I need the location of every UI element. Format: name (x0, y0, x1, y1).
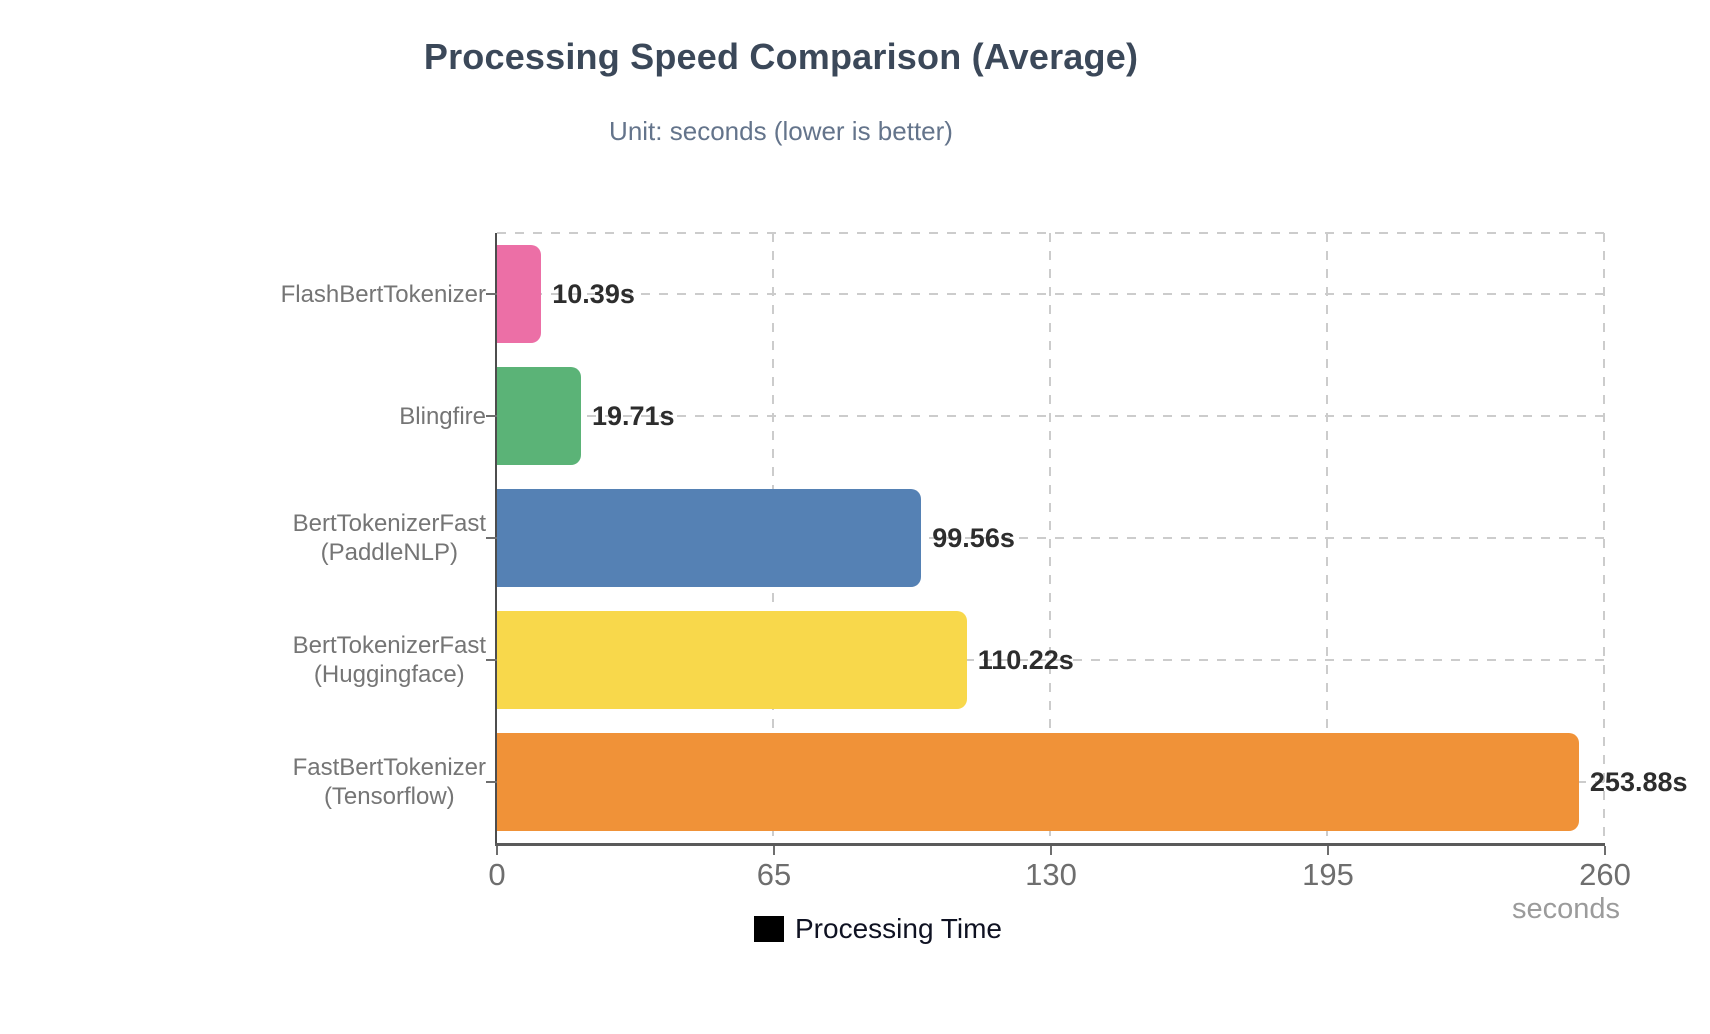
legend-label: Processing Time (795, 913, 1002, 944)
x-axis-tick-65 (773, 846, 775, 855)
bar-berttokenizerfast-paddlenlp (497, 489, 922, 587)
bar-fastberttokenizer-tensorflow (497, 733, 1579, 831)
y-gridline-berttokenizerfast-paddlenlp (497, 537, 1605, 539)
x-tick-label-130: 130 (1025, 857, 1077, 892)
value-label-blingfire: 19.71s (591, 400, 675, 431)
value-label-berttokenizerfast-paddlenlp: 99.56s (932, 522, 1015, 553)
y-axis-tick-berttokenizerfast-huggingface (486, 659, 497, 661)
legend: Processing Time (754, 913, 1002, 945)
chart-header: Processing Speed Comparison (Average) (0, 36, 1562, 78)
y-axis-tick-flashberttokenizer (486, 293, 497, 295)
bar-blingfire (497, 367, 581, 465)
y-axis-tick-berttokenizerfast-paddlenlp (486, 537, 497, 539)
x-axis-tick-195 (1327, 846, 1329, 855)
category-label-berttokenizerfast-huggingface: BertTokenizerFast (Huggingface) (292, 632, 486, 688)
x-tick-label-195: 195 (1302, 857, 1354, 892)
category-label-blingfire: Blingfire (399, 402, 486, 430)
y-axis-tick-fastberttokenizer-tensorflow (486, 781, 497, 783)
category-label-flashberttokenizer: FlashBertTokenizer (280, 280, 486, 308)
plot-top-gridline (497, 232, 1605, 234)
y-gridline-blingfire (497, 415, 1605, 417)
y-axis-tick-blingfire (486, 415, 497, 417)
value-label-fastberttokenizer-tensorflow: 253.88s (1589, 766, 1688, 797)
bar-berttokenizerfast-huggingface (497, 611, 967, 709)
value-label-berttokenizerfast-huggingface: 110.22s (977, 644, 1074, 675)
plot-area: 10.39s 19.71s 99.56s 110.22s 253.88s (486, 232, 1688, 855)
chart-subheader: Unit: seconds (lower is better) (0, 116, 1562, 147)
x-axis-tick-260 (1604, 846, 1606, 855)
x-axis-unit-label: seconds (1511, 893, 1620, 925)
x-tick-label-65: 65 (756, 857, 792, 892)
chart-subtitle: Unit: seconds (lower is better) (609, 116, 953, 146)
y-gridline-berttokenizerfast-huggingface (497, 659, 1605, 661)
category-label-berttokenizerfast-paddlenlp: BertTokenizerFast (PaddleNLP) (292, 510, 486, 566)
x-axis-unit: seconds (1420, 893, 1620, 926)
y-gridline-flashberttokenizer (497, 293, 1605, 295)
x-tick-label-260: 260 (1579, 857, 1631, 892)
chart-title: Processing Speed Comparison (Average) (423, 36, 1139, 77)
x-axis-tick-130 (1050, 846, 1052, 855)
x-axis-line (495, 843, 1605, 846)
x-tick-label-0: 0 (488, 857, 506, 892)
value-label-flashberttokenizer: 10.39s (552, 278, 635, 309)
category-label-fastberttokenizer-tensorflow: FastBertTokenizer (Tensorflow) (292, 754, 486, 810)
legend-marker-square (754, 916, 784, 942)
bar-flashberttokenizer (497, 245, 542, 343)
x-axis-tick-0 (496, 846, 498, 855)
